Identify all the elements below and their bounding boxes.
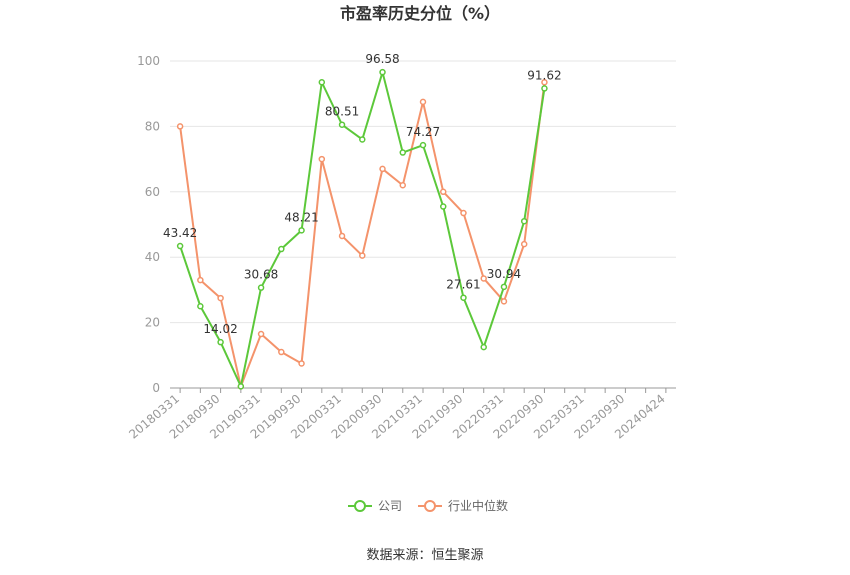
y-tick-label: 0 [152,381,160,395]
data-label: 80.51 [325,105,359,119]
data-point[interactable] [298,227,305,234]
data-point[interactable] [217,294,224,302]
data-point[interactable] [419,141,427,149]
data-point[interactable] [338,121,346,128]
data-point[interactable] [500,283,508,291]
data-point[interactable] [399,182,407,189]
y-tick-label: 100 [137,54,160,68]
data-label: 96.58 [365,52,399,66]
data-point[interactable] [318,79,326,86]
data-point[interactable] [460,209,467,217]
chart-title: 市盈率历史分位（%） [340,4,500,23]
legend-marker [354,500,366,512]
data-point[interactable] [278,348,285,356]
data-point[interactable] [359,252,366,259]
data-point[interactable] [318,155,326,163]
data-point[interactable] [480,275,487,282]
data-label: 14.02 [203,322,237,336]
data-point[interactable] [439,203,447,210]
data-point[interactable] [257,330,265,338]
data-point[interactable] [520,240,528,248]
data-source: 数据来源：恒生聚源 [366,548,483,563]
data-point[interactable] [480,343,487,351]
data-label: 30.68 [244,268,278,282]
data-label: 48.21 [284,210,318,224]
data-point[interactable] [257,284,265,291]
data-point[interactable] [197,303,204,310]
legend[interactable]: 公司 行业中位数 [348,498,508,513]
legend-label: 公司 [378,499,402,513]
x-axis: 2018033120180930201903312019093020200331… [126,387,676,442]
data-point[interactable] [379,68,386,76]
legend-item-company[interactable]: 公司 [348,499,402,513]
data-label: 91.62 [527,68,561,82]
series-group [176,68,548,390]
y-tick-label: 20 [145,316,160,330]
data-labels: 43.42 14.02 30.68 48.21 80.51 96.58 74.27 27.61… [163,52,562,336]
data-point[interactable] [399,149,407,156]
y-tick-label: 40 [145,250,160,264]
y-tick-label: 60 [145,185,160,199]
series-line-company [179,71,546,388]
data-point[interactable] [379,165,386,173]
data-point[interactable] [298,360,305,367]
data-point[interactable] [460,294,467,301]
data-point[interactable] [176,242,184,250]
data-point[interactable] [541,79,548,86]
data-point[interactable] [217,338,224,346]
series-line-industry-median [179,82,546,388]
data-point[interactable] [439,188,447,196]
data-point[interactable] [237,383,245,390]
data-label: 27.61 [446,278,480,292]
y-axis-ticks: 0 20 40 60 80 100 [137,54,160,395]
y-tick-label: 80 [145,119,160,133]
data-point[interactable] [359,136,366,143]
legend-marker [424,500,436,512]
data-point[interactable] [520,217,528,225]
data-point[interactable] [197,276,204,284]
data-point[interactable] [278,245,285,253]
data-label: 30.94 [487,267,521,281]
data-label: 43.42 [163,226,197,240]
legend-label: 行业中位数 [448,498,508,513]
legend-item-industry-median[interactable]: 行业中位数 [418,498,508,513]
data-point[interactable] [176,123,184,130]
data-point[interactable] [419,98,427,106]
data-point[interactable] [500,298,508,305]
data-point[interactable] [541,85,548,92]
grid-lines [170,60,676,324]
data-label: 74.27 [406,125,440,139]
data-point[interactable] [338,232,346,240]
